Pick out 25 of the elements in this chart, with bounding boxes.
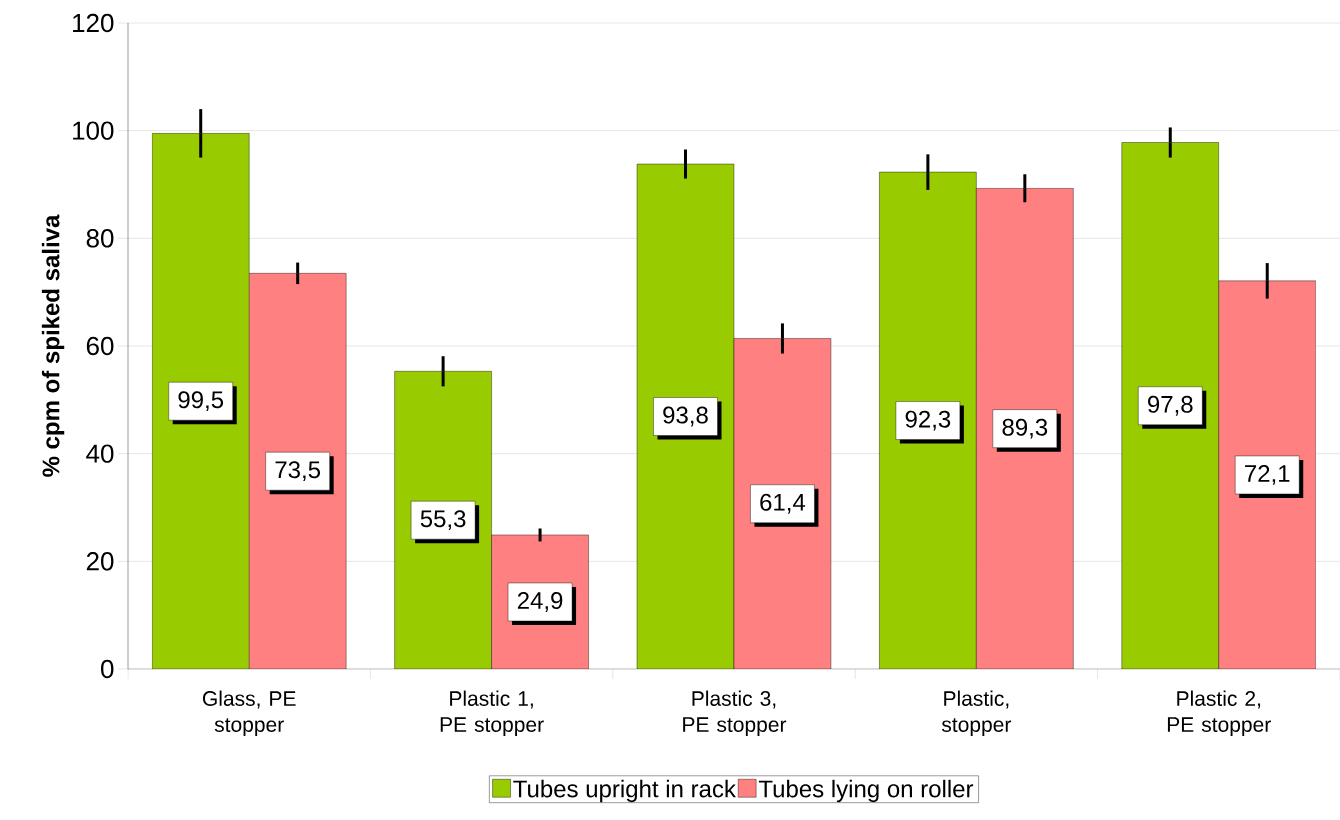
data-label: 24,9 [517, 592, 563, 612]
y-tick-label: 100 [73, 121, 114, 140]
x-tick-label: Glass, PE stopper [202, 690, 296, 737]
x-tick-label: Plastic 2, PE stopper [1167, 690, 1271, 737]
y-tick-label: 40 [86, 444, 114, 463]
y-tick-label: 120 [73, 13, 114, 33]
data-label: 97,8 [1148, 395, 1193, 416]
y-tick-label: 80 [86, 229, 114, 248]
data-label: 55,3 [420, 510, 466, 531]
y-axis-title: % cpm of spiked saliva [41, 214, 65, 477]
legend-label: Tubes lying on roller [758, 779, 974, 803]
legend-label: Tubes upright in rack [513, 779, 736, 803]
data-label: 61,4 [760, 493, 806, 514]
x-tick-label: Plastic 1, PE stopper [440, 690, 544, 737]
x-tick-label: Plastic 3, PE stopper [683, 690, 787, 737]
data-label: 92,3 [905, 410, 951, 431]
y-tick-label: 0 [101, 659, 114, 679]
data-label: 99,5 [178, 391, 224, 412]
data-label: 93,8 [663, 406, 708, 427]
y-tick-label: 20 [86, 552, 114, 571]
data-label: 89,3 [1002, 418, 1048, 439]
data-label: 73,5 [275, 461, 321, 482]
data-label: 72,1 [1245, 465, 1290, 485]
y-tick-label: 60 [86, 336, 114, 356]
x-tick-label: Plastic, stopper [941, 690, 1012, 737]
